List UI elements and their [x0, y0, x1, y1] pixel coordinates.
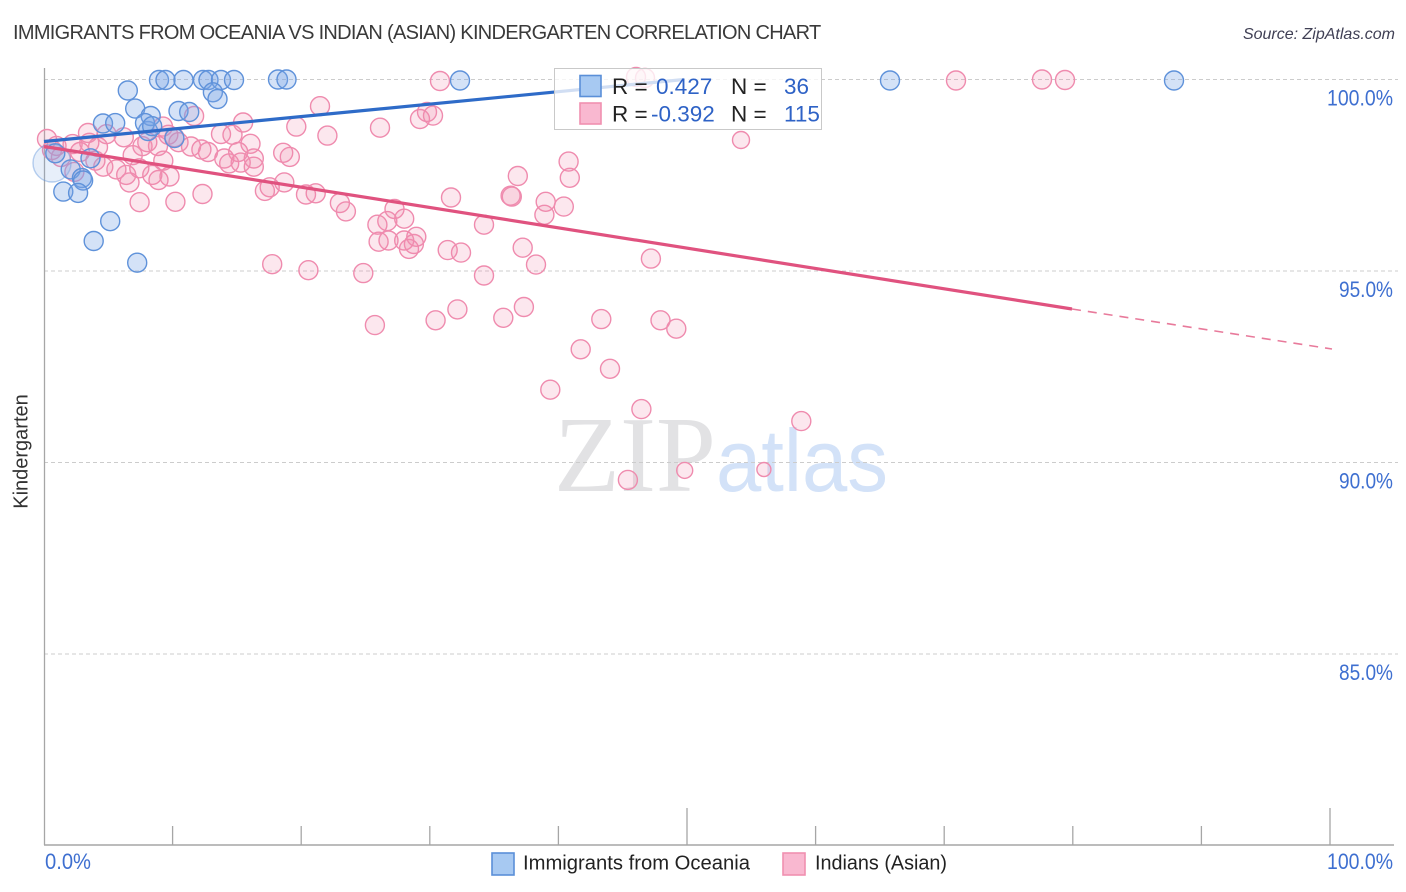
svg-text:Kindergarten: Kindergarten — [11, 394, 33, 509]
svg-text:IMMIGRANTS FROM OCEANIA VS IND: IMMIGRANTS FROM OCEANIA VS INDIAN (ASIAN… — [13, 22, 821, 44]
svg-text:N =: N = — [731, 74, 767, 99]
svg-text:R =: R = — [612, 74, 648, 99]
svg-text:100.0%: 100.0% — [1327, 849, 1393, 874]
svg-text:0.427: 0.427 — [656, 74, 712, 99]
svg-text:90.0%: 90.0% — [1339, 469, 1393, 494]
svg-text:85.0%: 85.0% — [1339, 660, 1393, 685]
svg-text:95.0%: 95.0% — [1339, 277, 1393, 302]
svg-text:115: 115 — [784, 102, 820, 127]
svg-text:Indians (Asian): Indians (Asian) — [815, 852, 947, 875]
svg-text:Immigrants from Oceania: Immigrants from Oceania — [523, 852, 751, 875]
svg-text:R =: R = — [612, 102, 648, 127]
svg-text:36: 36 — [784, 74, 809, 99]
svg-text:100.0%: 100.0% — [1327, 86, 1393, 111]
svg-text:atlas: atlas — [716, 411, 888, 510]
svg-text:N =: N = — [731, 102, 767, 127]
svg-text:-0.392: -0.392 — [651, 102, 715, 127]
svg-text:Source: ZipAtlas.com: Source: ZipAtlas.com — [1243, 26, 1395, 43]
svg-text:0.0%: 0.0% — [45, 849, 91, 874]
